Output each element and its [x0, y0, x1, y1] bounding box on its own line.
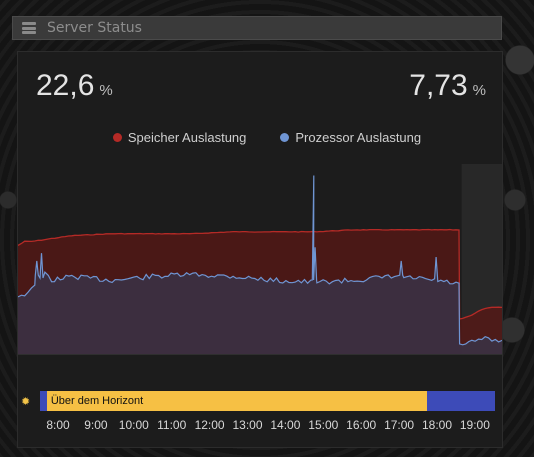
cpu-usage-unit: %	[472, 82, 486, 99]
legend-label-cpu: Prozessor Auslastung	[295, 130, 422, 145]
card-header[interactable]: Server Status	[12, 16, 502, 40]
cpu-usage-number: 7,73	[409, 69, 468, 102]
memory-usage-number: 22,6	[36, 69, 95, 102]
time-tick-label: 9:00	[84, 418, 108, 432]
time-tick-label: 16:00	[346, 418, 377, 432]
time-tick-label: 13:00	[232, 418, 263, 432]
legend-dot-memory	[112, 133, 122, 142]
time-tick-label: 11:00	[157, 418, 187, 432]
sun-timeline[interactable]: Über dem Horizont	[40, 391, 495, 411]
time-tick-label: 12:00	[194, 418, 225, 432]
server-icon	[22, 22, 36, 34]
card-title: Server Status	[47, 20, 142, 36]
time-tick-label: 19:00	[459, 418, 490, 432]
legend-item-memory[interactable]: Speicher Auslastung	[112, 130, 247, 145]
time-tick-label: 17:00	[384, 418, 415, 432]
memory-usage-value[interactable]: 22,6%	[36, 69, 113, 103]
sun-segment-night[interactable]	[40, 391, 47, 411]
time-tick-label: 8:00	[46, 418, 70, 432]
usage-chart[interactable]	[18, 160, 502, 354]
time-tick-label: 18:00	[421, 418, 453, 432]
time-tick-label: 10:00	[118, 418, 149, 432]
chart-divider	[18, 354, 502, 355]
legend-item-cpu[interactable]: Prozessor Auslastung	[280, 130, 421, 145]
time-tick-label: 15:00	[308, 418, 339, 432]
memory-series-line	[18, 228, 502, 320]
cpu-usage-value[interactable]: 7,73%	[409, 69, 486, 103]
legend-label-memory: Speicher Auslastung	[127, 130, 247, 145]
time-axis: 8:00 9:00 10:00 11:00 12:00 13:00 14:00 15:00 16…	[0, 418, 534, 432]
cpu-series-area	[18, 175, 502, 354]
sun-segment-day[interactable]: Über dem Horizont	[46, 391, 427, 411]
cpu-series-line	[18, 175, 502, 346]
chart-legend: Speicher Auslastung Prozessor Auslastung	[0, 130, 534, 145]
memory-usage-unit: %	[99, 82, 113, 99]
legend-dot-cpu	[280, 133, 290, 142]
sun-segment-night[interactable]	[426, 391, 495, 411]
sun-icon: ✹	[21, 395, 31, 408]
time-tick-label: 14:00	[270, 418, 301, 432]
